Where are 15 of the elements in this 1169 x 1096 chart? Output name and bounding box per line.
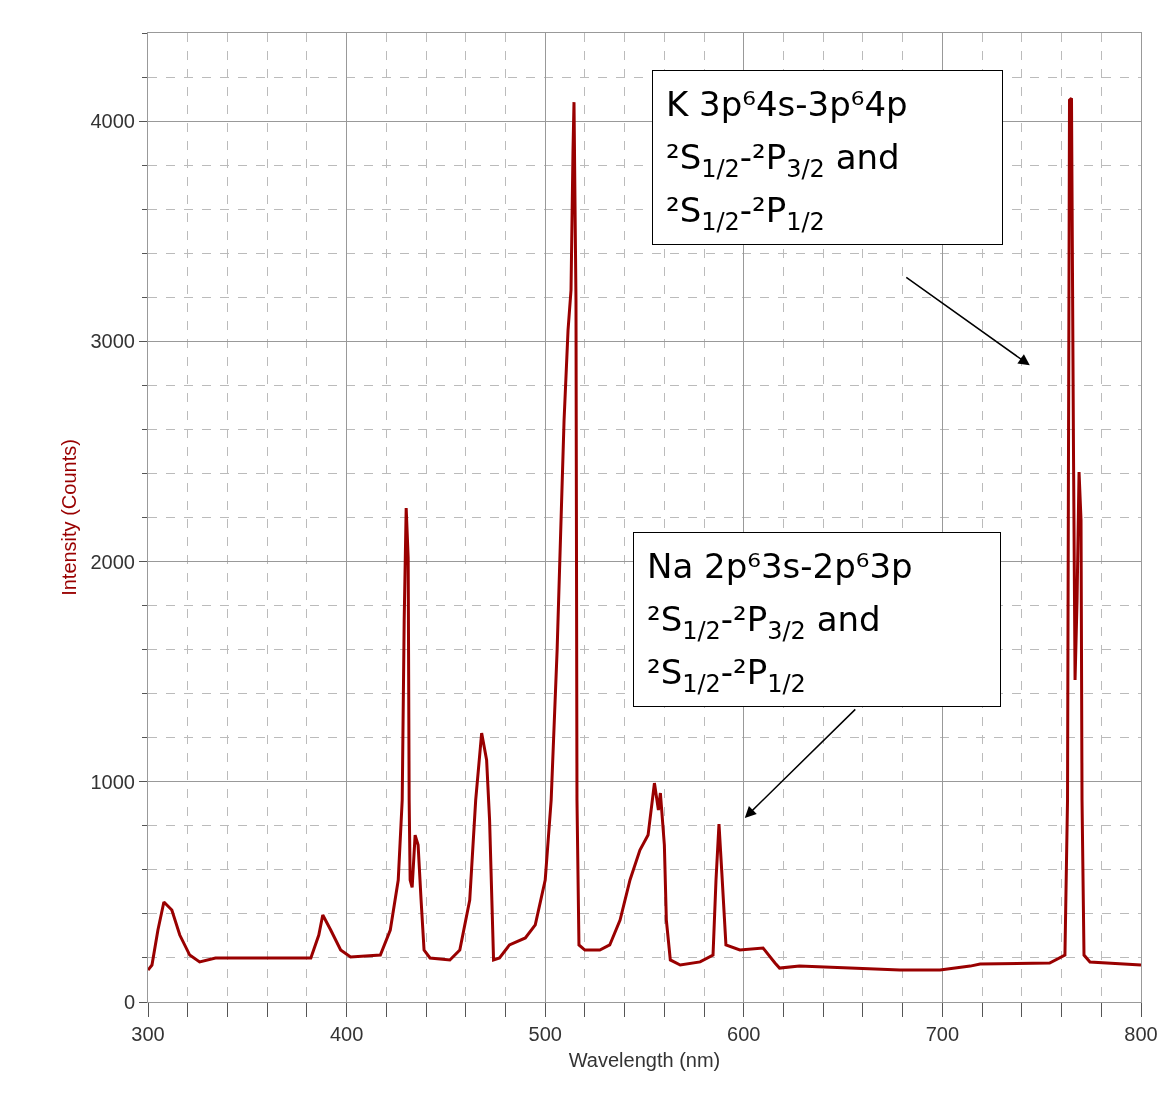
y-tick-label: 0 (123, 991, 135, 1013)
x-tick-label: 500 (528, 1023, 562, 1045)
x-tick-label: 600 (727, 1023, 761, 1045)
y-axis-title: Intensity (Counts) (58, 439, 80, 596)
text: Na 2p⁶3s-2p⁶3p ²S$_{1/2}$-²P$_{3/2}$ and ²S$_{1/2}$-²P$_{1/2}$ (647, 546, 913, 698)
x-axis-title: Wavelength (nm) (568, 1048, 721, 1071)
x-tick-label: 800 (1124, 1023, 1158, 1045)
x-tick-label: 300 (131, 1023, 165, 1045)
y-tick-label: 2000 (90, 550, 135, 573)
y-tick-label: 4000 (90, 110, 135, 133)
text: K 3p⁶4s-3p⁶4p ²S$_{1/2}$-²P$_{3/2}$ and ²S$_{1/2}$-²P$_{1/2}$ (666, 84, 908, 236)
x-tick-label: 700 (925, 1023, 960, 1045)
y-tick-label: 3000 (90, 330, 135, 353)
y-tick-label: 1000 (90, 770, 135, 793)
x-tick-label: 400 (329, 1023, 364, 1045)
